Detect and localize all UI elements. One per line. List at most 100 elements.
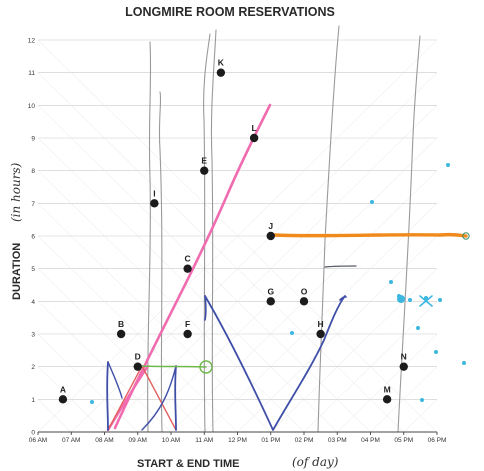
navy-stroke <box>204 295 207 321</box>
point-label-j: J <box>268 221 273 231</box>
x-axis-label: START & END TIME <box>137 458 239 470</box>
diagonal-guide <box>37 39 438 433</box>
data-point-h <box>316 329 325 339</box>
y-tick-label: 10 <box>28 103 36 110</box>
data-point-a <box>58 395 68 404</box>
diagonal-guide <box>37 366 105 433</box>
diagonal-guide <box>37 399 72 433</box>
gray-pencil-line <box>147 41 152 433</box>
cyan-dot <box>434 350 438 354</box>
point-label-g: G <box>267 286 274 296</box>
data-point-b <box>116 329 126 339</box>
x-tick-label: 06 PM <box>428 437 447 444</box>
point-label-m: M <box>384 384 391 394</box>
x-tick-label: 10 AM <box>162 437 180 444</box>
y-tick-label: 6 <box>31 234 35 241</box>
point-label-k: K <box>218 58 225 68</box>
y-tick-label: 0 <box>31 430 35 437</box>
y-tick-label: 7 <box>31 201 35 208</box>
orange-stroke <box>271 232 468 238</box>
point-label-b: B <box>118 319 124 329</box>
cyan-cross <box>419 295 433 307</box>
cyan-dot <box>462 361 466 365</box>
y-tick-label: 4 <box>31 299 35 306</box>
y-tick-label: 2 <box>31 364 35 371</box>
y-tick-label: 8 <box>31 168 35 175</box>
y-tick-label: 9 <box>31 136 35 143</box>
point-label-o: O <box>301 286 308 296</box>
data-point-f <box>183 329 192 339</box>
diagonal-guide <box>37 203 271 433</box>
chart-title: LONGMIRE ROOM RESERVATIONS <box>125 5 335 19</box>
y-tick-label: 3 <box>31 332 35 339</box>
green-stroke <box>141 365 207 368</box>
point-label-n: N <box>401 352 407 362</box>
x-tick-label: 04 PM <box>361 437 380 444</box>
navy-stroke <box>204 295 346 431</box>
cyan-dot <box>420 398 424 402</box>
y-axis-title: DURATION (in hours) <box>9 162 23 300</box>
y-axis-label: DURATION <box>11 243 23 300</box>
point-label-h: H <box>318 319 324 329</box>
point-label-e: E <box>201 156 207 166</box>
data-points: A B C D E F G H I J K L M N O <box>58 58 408 404</box>
orange-end-marker <box>462 232 470 240</box>
x-tick-label: 06 AM <box>29 437 47 444</box>
x-axis-note: (of day) <box>292 455 339 469</box>
cyan-dot <box>408 298 412 302</box>
point-label-l: L <box>252 123 257 133</box>
x-tick-label: 09 AM <box>129 437 147 444</box>
gray-pencil-line <box>317 25 340 433</box>
data-point-c <box>183 264 192 273</box>
cyan-dot <box>438 298 442 302</box>
cyan-dot <box>389 280 393 284</box>
gridlines <box>38 39 437 400</box>
data-point-k <box>216 68 226 77</box>
diagonal-guides <box>37 39 438 433</box>
x-tick-label: 08 AM <box>95 437 113 444</box>
data-point-e <box>200 166 209 175</box>
slate-stroke <box>324 265 357 268</box>
cyan-dot <box>416 326 420 330</box>
x-tick-labels: 06 AM 07 AM 08 AM 09 AM 10 AM 11 AM 12 PM 01 PM… <box>29 432 447 444</box>
hand-drawn-annotations <box>90 25 470 433</box>
data-point-l <box>249 133 259 143</box>
diagonal-guide <box>37 301 172 433</box>
y-axis-note: (in hours) <box>9 162 23 222</box>
data-point-d <box>133 362 142 371</box>
navy-stroke <box>107 361 123 399</box>
x-tick-label: 03 PM <box>328 437 347 444</box>
cyan-dot <box>90 400 94 404</box>
data-point-n <box>399 362 408 371</box>
y-tick-label: 5 <box>31 266 35 273</box>
y-tick-label: 1 <box>31 397 35 404</box>
data-point-j <box>266 231 275 241</box>
x-tick-label: 05 PM <box>394 437 413 444</box>
gray-pencil-line <box>158 91 163 433</box>
cyan-dot <box>424 296 428 300</box>
point-label-i: I <box>153 188 155 198</box>
navy-stroke <box>174 365 177 431</box>
navy-stroke <box>339 295 347 301</box>
cyan-dot <box>446 163 450 167</box>
point-label-f: F <box>185 319 190 329</box>
diagonal-guide <box>37 137 338 433</box>
cyan-dot <box>370 200 374 204</box>
x-tick-label: 02 PM <box>295 437 314 444</box>
x-tick-label: 01 PM <box>261 437 280 444</box>
data-point-o <box>299 297 309 306</box>
cyan-dot <box>397 295 405 303</box>
diagonal-guide <box>37 268 205 433</box>
y-tick-label: 12 <box>28 38 36 45</box>
green-circle <box>199 360 213 374</box>
x-tick-label: 12 PM <box>228 437 247 444</box>
point-label-c: C <box>185 254 191 264</box>
point-label-a: A <box>60 384 66 394</box>
data-point-m <box>382 395 392 404</box>
y-tick-label: 11 <box>28 70 35 77</box>
diagonal-guide <box>37 170 305 433</box>
navy-stroke <box>141 365 177 431</box>
